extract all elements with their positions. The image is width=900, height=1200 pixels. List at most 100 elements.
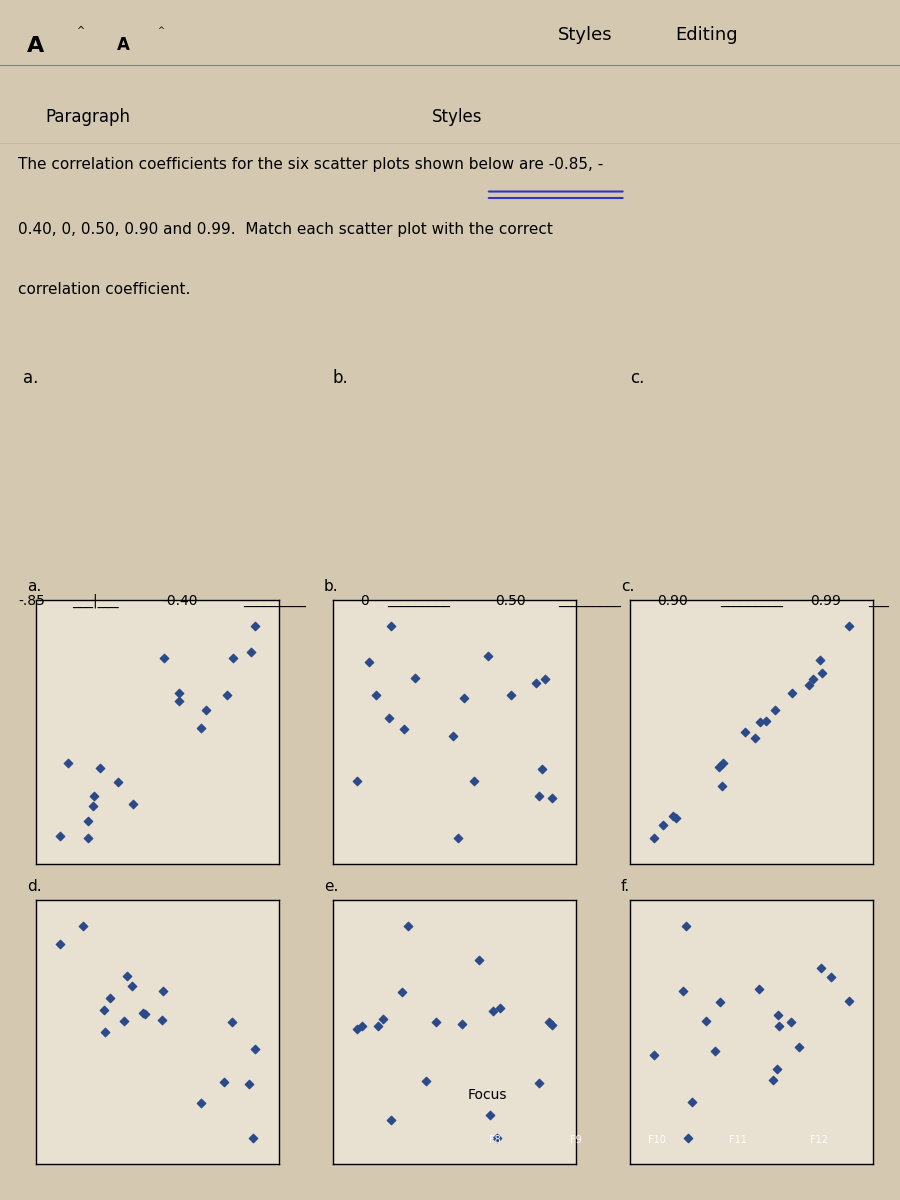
Point [242,1074,256,1093]
Text: b.: b. [333,368,349,386]
Point [483,1105,498,1124]
Point [490,1128,504,1147]
Point [770,1004,785,1024]
Point [647,1045,662,1064]
Point [748,728,762,748]
Point [802,676,816,695]
Point [401,917,416,936]
Point [772,1016,787,1036]
Text: Paragraph: Paragraph [45,108,130,126]
Text: The correlation coefficients for the six scatter plots shown below are -0.85, -: The correlation coefficients for the six… [18,157,603,172]
Point [492,998,507,1018]
Point [815,664,830,683]
Text: _________: _________ [558,594,621,608]
Point [707,1042,722,1061]
Text: _________: _________ [720,594,783,608]
Point [217,1073,231,1092]
Point [544,788,559,808]
Point [86,797,101,816]
Point [383,1110,398,1129]
Point [715,776,729,796]
Text: _________: _________ [243,594,306,608]
Point [172,691,186,710]
Point [120,967,134,986]
Point [538,670,553,689]
Point [226,648,240,667]
Point [446,726,460,745]
Text: ^: ^ [158,26,165,35]
Point [766,1070,780,1090]
Point [529,673,544,692]
Point [504,686,518,706]
Point [225,1012,239,1031]
Point [61,754,76,773]
Text: F11: F11 [729,1135,747,1145]
Point [785,683,799,702]
Point [81,828,95,847]
Point [157,648,171,667]
Point [824,967,838,986]
Text: A: A [27,36,44,56]
Point [194,719,208,738]
Text: F9: F9 [570,1135,582,1145]
Text: 0.99: 0.99 [810,594,841,608]
Point [244,642,258,661]
Point [813,650,827,670]
Point [53,935,68,954]
Point [842,991,856,1010]
Point [752,713,767,732]
Point [76,917,90,936]
Point [770,1060,785,1079]
Point [486,1002,500,1021]
Point [716,752,731,772]
Point [126,794,140,814]
Text: correlation coefficient.: correlation coefficient. [18,282,191,298]
Text: Editing: Editing [675,26,738,44]
Point [428,1012,443,1031]
Text: A: A [117,36,130,54]
Point [791,1038,806,1057]
Text: F12: F12 [810,1135,828,1145]
Point [666,806,680,826]
Point [350,772,365,791]
Point [814,959,829,978]
Point [117,1012,131,1031]
Text: a.: a. [22,368,38,386]
Point [456,688,471,707]
Point [246,1128,260,1147]
Point [371,1016,385,1036]
Point [93,758,107,778]
Point [103,989,117,1008]
Point [136,1003,150,1022]
Text: c.: c. [630,368,644,386]
Point [542,1013,556,1032]
Text: a.: a. [27,578,41,594]
Point [451,828,465,847]
Point [350,1019,365,1038]
Text: 0.90: 0.90 [657,594,688,608]
Point [738,722,752,742]
Point [86,786,101,805]
Point [669,809,683,828]
Point [248,617,262,636]
Point [714,992,728,1012]
Point [368,685,382,704]
Point [112,772,126,791]
Text: F8: F8 [489,1135,501,1145]
Text: 0.50: 0.50 [495,594,526,608]
Point [481,647,495,666]
Point [394,983,409,1002]
Text: e.: e. [324,878,338,894]
Point [656,816,670,835]
Point [356,1016,370,1036]
Point [155,1010,169,1030]
Point [806,670,820,689]
Point [680,1128,695,1147]
Point [768,700,782,719]
Point [138,1004,152,1024]
Point [712,757,726,776]
Text: F10: F10 [648,1135,666,1145]
Point [194,1093,208,1112]
Text: f.: f. [621,878,630,894]
Point [375,1009,390,1028]
